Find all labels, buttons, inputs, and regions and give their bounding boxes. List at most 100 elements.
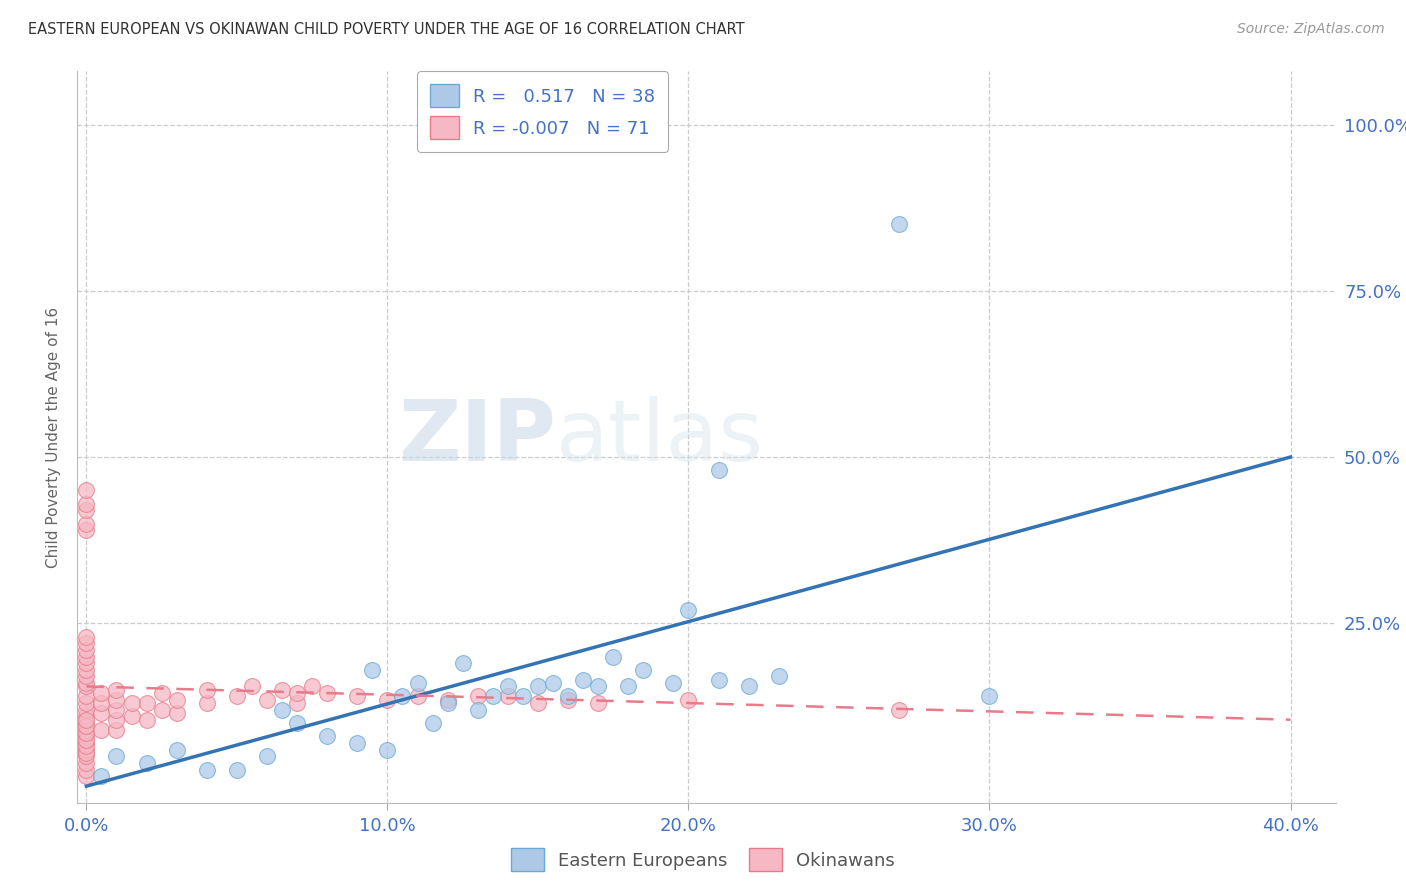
Point	[451, 656, 474, 670]
Point	[75, 732, 97, 747]
Point	[105, 713, 128, 727]
Point	[75, 739, 97, 754]
Point	[979, 690, 1001, 704]
Point	[75, 516, 97, 531]
Point	[225, 763, 247, 777]
Text: EASTERN EUROPEAN VS OKINAWAN CHILD POVERTY UNDER THE AGE OF 16 CORRELATION CHART: EASTERN EUROPEAN VS OKINAWAN CHILD POVER…	[28, 22, 745, 37]
Point	[150, 703, 173, 717]
Point	[496, 690, 519, 704]
Point	[240, 680, 263, 694]
Point	[105, 703, 128, 717]
Legend: R =   0.517   N = 38, R = -0.007   N = 71: R = 0.517 N = 38, R = -0.007 N = 71	[418, 71, 668, 152]
Point	[75, 636, 97, 650]
Point	[90, 723, 112, 737]
Point	[271, 703, 294, 717]
Point	[75, 709, 97, 723]
Point	[75, 656, 97, 670]
Point	[166, 742, 188, 756]
Point	[105, 692, 128, 706]
Point	[467, 703, 489, 717]
Point	[75, 663, 97, 677]
Point	[285, 686, 308, 700]
Point	[90, 696, 112, 710]
Point	[75, 696, 97, 710]
Point	[150, 686, 173, 700]
Point	[90, 706, 112, 720]
Point	[75, 643, 97, 657]
Point	[271, 682, 294, 697]
Point	[75, 713, 97, 727]
Point	[436, 696, 458, 710]
Point	[75, 729, 97, 743]
Point	[346, 736, 368, 750]
Point	[467, 690, 489, 704]
Legend: Eastern Europeans, Okinawans: Eastern Europeans, Okinawans	[503, 841, 903, 879]
Point	[135, 756, 157, 770]
Point	[105, 682, 128, 697]
Point	[90, 769, 112, 783]
Point	[75, 723, 97, 737]
Point	[256, 692, 278, 706]
Point	[75, 630, 97, 644]
Point	[75, 690, 97, 704]
Point	[361, 663, 384, 677]
Point	[557, 692, 579, 706]
Point	[768, 669, 790, 683]
Point	[633, 663, 655, 677]
Point	[225, 690, 247, 704]
Point	[75, 769, 97, 783]
Point	[75, 736, 97, 750]
Point	[678, 603, 700, 617]
Point	[406, 676, 429, 690]
Point	[75, 676, 97, 690]
Point	[572, 673, 595, 687]
Point	[285, 696, 308, 710]
Point	[75, 716, 97, 731]
Point	[707, 673, 730, 687]
Point	[391, 690, 413, 704]
Point	[557, 690, 579, 704]
Point	[75, 523, 97, 537]
Point	[678, 692, 700, 706]
Point	[256, 749, 278, 764]
Point	[195, 696, 218, 710]
Point	[316, 729, 339, 743]
Point	[662, 676, 685, 690]
Point	[75, 746, 97, 760]
Point	[105, 723, 128, 737]
Point	[135, 713, 157, 727]
Point	[75, 703, 97, 717]
Point	[377, 692, 399, 706]
Point	[737, 680, 759, 694]
Point	[377, 742, 399, 756]
Point	[75, 726, 97, 740]
Text: ZIP: ZIP	[398, 395, 555, 479]
Point	[617, 680, 640, 694]
Point	[75, 669, 97, 683]
Point	[75, 503, 97, 517]
Text: atlas: atlas	[555, 395, 763, 479]
Point	[586, 680, 609, 694]
Point	[301, 680, 323, 694]
Point	[512, 690, 534, 704]
Point	[75, 649, 97, 664]
Point	[90, 686, 112, 700]
Point	[422, 716, 444, 731]
Point	[889, 703, 911, 717]
Point	[889, 217, 911, 231]
Point	[75, 483, 97, 498]
Point	[481, 690, 503, 704]
Point	[166, 692, 188, 706]
Point	[75, 719, 97, 733]
Point	[496, 680, 519, 694]
Point	[75, 763, 97, 777]
Point	[135, 696, 157, 710]
Point	[195, 682, 218, 697]
Point	[346, 690, 368, 704]
Point	[527, 696, 550, 710]
Point	[105, 749, 128, 764]
Point	[406, 690, 429, 704]
Point	[75, 742, 97, 756]
Point	[75, 749, 97, 764]
Point	[527, 680, 550, 694]
